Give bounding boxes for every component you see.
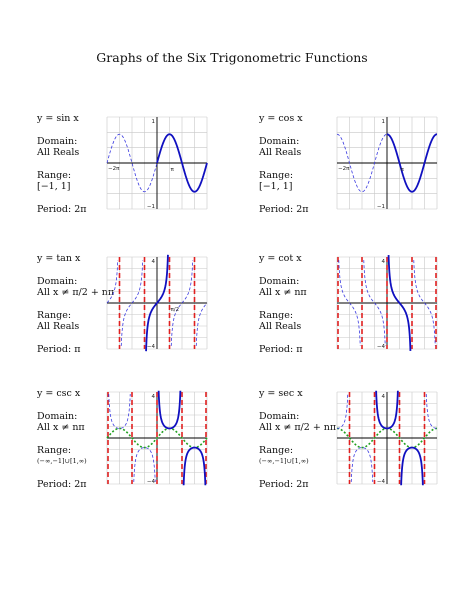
csc-graph: 4 −4 [106,390,208,486]
tick-label-mid: π/2 [171,307,180,313]
tan-text: y = tan x Domain: All x ≠ π/2 + nπ Range… [37,253,137,355]
period-value: Period: 2π [259,479,309,490]
function-name: y = sec x [259,388,303,399]
cot-graph: 4 −4 [336,255,438,351]
domain-value: All x ≠ nπ [37,422,85,433]
domain-label: Domain: [259,276,300,287]
range-value: All Reals [259,321,302,332]
function-curve [338,260,436,346]
range-label: Range: [259,310,294,321]
cos-graph: 1 −1 −2π π [336,116,438,210]
csc-block: y = csc x Domain: All x ≠ nπ Range: (−∞,… [37,388,267,498]
main-period-curve [145,254,169,352]
period-value: Period: π [259,344,303,355]
range-value: All Reals [37,321,80,332]
tick-label-top: 4 [152,394,156,400]
tan-graph: 4 −4 π/2 [106,254,208,352]
range-label: Range: [37,310,72,321]
sin-text: y = sin x Domain: All Reals Range: [−1, … [37,113,137,215]
range-label: Range: [259,445,294,456]
cot-text: y = cot x Domain: All x ≠ nπ Range: All … [259,253,359,355]
domain-label: Domain: [259,411,300,422]
function-name: y = csc x [37,388,81,399]
tan-block: y = tan x Domain: All x ≠ π/2 + nπ Range… [37,253,267,363]
domain-label: Domain: [37,411,78,422]
range-value: (−∞,−1]∪[1,∞) [37,457,87,465]
range-label: Range: [259,170,294,181]
sec-graph: 4 −4 [336,390,438,486]
page-title: Graphs of the Six Trigonometric Function… [96,50,368,65]
tick-label-top: 1 [382,119,386,125]
cos-block: y = cos x Domain: All Reals Range: [−1, … [259,113,464,223]
tick-label-bottom: −1 [377,204,385,210]
main-period-curve [157,390,207,486]
domain-value: All x ≠ π/2 + nπ [37,287,115,298]
domain-label: Domain: [37,136,78,147]
cos-text: y = cos x Domain: All Reals Range: [−1, … [259,113,359,215]
tick-label-left: −2π [108,166,120,172]
tick-label-top: 4 [152,259,156,265]
tick-label-bottom: −4 [147,479,156,485]
domain-label: Domain: [259,136,300,147]
tick-label-mid: π [401,167,405,173]
function-name: y = cot x [259,253,302,264]
domain-value: All x ≠ π/2 + nπ [259,422,337,433]
period-value: Period: 2π [259,204,309,215]
tick-label-bottom: −4 [377,479,386,485]
main-period-curve [387,133,437,193]
tick-label-top: 4 [382,394,386,400]
period-value: Period: 2π [37,479,87,490]
tick-label-bottom: −1 [147,204,155,210]
cot-block: y = cot x Domain: All x ≠ nπ Range: All … [259,253,464,363]
sin-graph: 1 −1 −2π π [106,116,208,210]
function-name: y = sin x [37,113,79,124]
tick-label-mid: π [171,167,175,173]
function-curve [336,394,438,482]
sec-block: y = sec x Domain: All x ≠ π/2 + nπ Range… [259,388,464,498]
guide-curve [106,427,208,449]
main-period-curve [387,255,412,351]
csc-text: y = csc x Domain: All x ≠ nπ Range: (−∞,… [37,388,137,490]
period-value: Period: 2π [37,204,87,215]
range-value: [−1, 1] [259,181,293,192]
main-period-curve [156,133,208,193]
range-label: Range: [37,445,72,456]
tick-label-bottom: −4 [377,344,386,350]
tick-label-bottom: −4 [147,344,156,350]
function-name: y = tan x [37,253,81,264]
tick-label-top: 4 [382,259,386,265]
domain-value: All x ≠ nπ [259,287,307,298]
main-period-curve [375,390,424,486]
tick-label-top: 1 [152,119,156,125]
range-label: Range: [37,170,72,181]
period-value: Period: π [37,344,81,355]
tick-label-left: −2π [338,166,350,172]
range-value: [−1, 1] [37,181,71,192]
domain-value: All Reals [259,147,302,158]
sec-text: y = sec x Domain: All x ≠ π/2 + nπ Range… [259,388,359,490]
sin-block: y = sin x Domain: All Reals Range: [−1, … [37,113,267,223]
domain-value: All Reals [37,147,80,158]
range-value: (−∞,−1]∪[1,∞) [259,457,309,465]
domain-label: Domain: [37,276,78,287]
function-name: y = cos x [259,113,303,124]
